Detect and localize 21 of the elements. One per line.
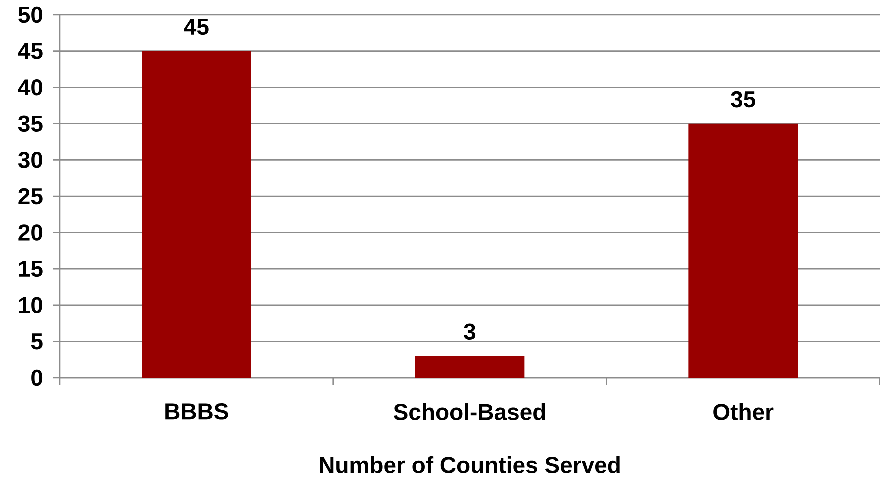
data-label: 45: [184, 19, 209, 36]
y-tick-label: 50: [18, 6, 43, 24]
y-tick-label: 5: [31, 334, 43, 350]
y-tick-label: 25: [18, 188, 43, 205]
y-tick-label: 20: [18, 224, 43, 241]
x-tick-label: School-Based: [394, 404, 546, 420]
bar: [688, 124, 798, 378]
bar: [142, 51, 252, 378]
y-tick-label: 15: [19, 261, 43, 278]
bar: [415, 356, 525, 378]
x-tick-label: BBBS: [166, 404, 228, 420]
y-tick-label: 35: [18, 116, 43, 132]
data-label: 35: [731, 91, 756, 108]
y-tick-label: 45: [18, 43, 43, 60]
x-axis-title: Number of Counties Served: [320, 456, 620, 474]
data-label: 3: [464, 324, 476, 340]
y-tick-label: 10: [19, 297, 43, 314]
x-tick-label: Other: [714, 404, 774, 420]
y-tick-label: 0: [32, 370, 43, 386]
y-tick-label: 40: [18, 79, 43, 96]
y-tick-label: 30: [18, 152, 43, 168]
